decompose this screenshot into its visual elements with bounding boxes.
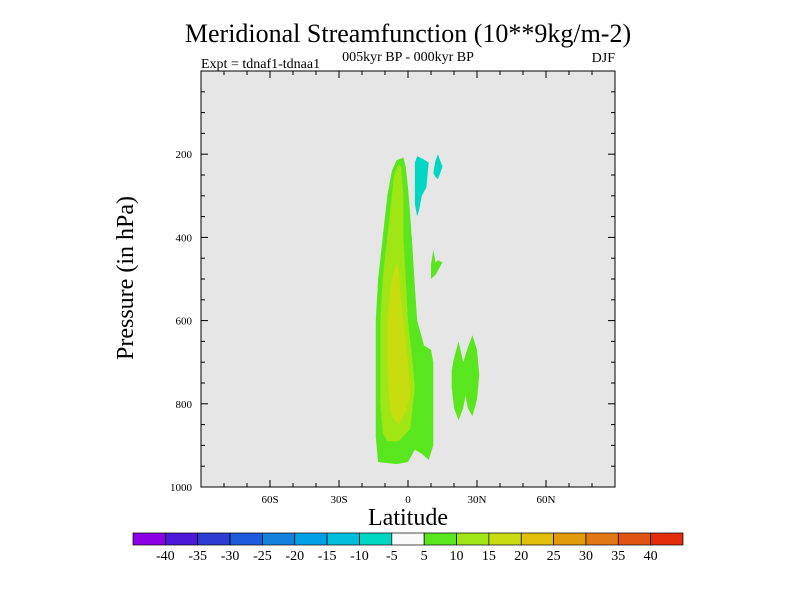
y-axis: 200 400 600 800 1000 [170,91,615,494]
contour-region-3 [431,249,443,279]
colorbar-label: 40 [644,549,658,564]
colorbar-label: 25 [547,549,561,564]
x-tick-label: 60S [261,494,278,506]
colorbar-label: -20 [285,549,304,564]
chart-subtitle: 005kyr BP - 000kyr BP [342,50,474,65]
contour-region-5 [412,370,425,425]
y-tick-label: 600 [176,316,193,328]
colorbar-swatch [423,532,457,546]
colorbar-swatch [585,532,619,546]
experiment-annotation: Expt = tdnaf1-tdnaa1 [201,57,320,72]
x-tick-label: 0 [405,494,411,506]
colorbar-label: -10 [350,549,369,564]
colorbar-label: 20 [514,549,528,564]
colorbar-label: -35 [188,549,207,564]
colorbar-label: -25 [253,549,272,564]
colorbar-swatch [165,532,199,546]
colorbar-label: 15 [482,549,496,564]
y-tick-label: 800 [176,399,193,411]
colorbar-label: -5 [386,549,398,564]
colorbar-swatch [262,532,296,546]
contour-region-7 [433,154,443,180]
colorbar-label: 10 [450,549,464,564]
x-axis: 60S 30S 0 30N 60N [223,71,593,506]
colorbar-swatch [553,532,587,546]
x-tick-label: 60N [537,494,556,506]
colorbar-swatch [650,532,684,546]
x-axis-label: Latitude [368,505,448,531]
contour-region-6 [414,156,429,217]
colorbar: -40 -35 -30 -25 -20 -15 -10 -5 5 10 15 20 25 30 35 40 [132,532,684,564]
colorbar-swatch [326,532,360,546]
colorbar-label: -15 [318,549,337,564]
colorbar-swatch [391,532,425,546]
colorbar-swatch [197,532,231,546]
x-tick-label: 30S [330,494,347,506]
colorbar-swatch [488,532,522,546]
colorbar-swatch [617,532,651,546]
colorbar-swatch [229,532,263,546]
season-annotation: DJF [592,51,616,66]
chart-title: Meridional Streamfunction (10**9kg/m-2) [185,19,631,48]
colorbar-label: -30 [221,549,240,564]
colorbar-swatch [294,532,328,546]
contour-region-4 [451,335,480,421]
colorbar-swatch [520,532,554,546]
colorbar-label: 35 [611,549,625,564]
x-tick-label: 30N [468,494,487,506]
colorbar-label: 5 [421,549,428,564]
y-tick-label: 400 [176,232,193,244]
y-tick-label: 200 [176,149,193,161]
colorbar-label: 30 [579,549,593,564]
colorbar-swatch [132,532,166,546]
y-axis-label: Pressure (in hPa) [113,196,139,360]
colorbar-swatch [456,532,490,546]
contour-region-2 [387,262,411,425]
colorbar-label: -40 [156,549,175,564]
y-tick-label: 1000 [170,482,193,494]
colorbar-swatch [359,532,393,546]
contour-layer [375,154,480,465]
